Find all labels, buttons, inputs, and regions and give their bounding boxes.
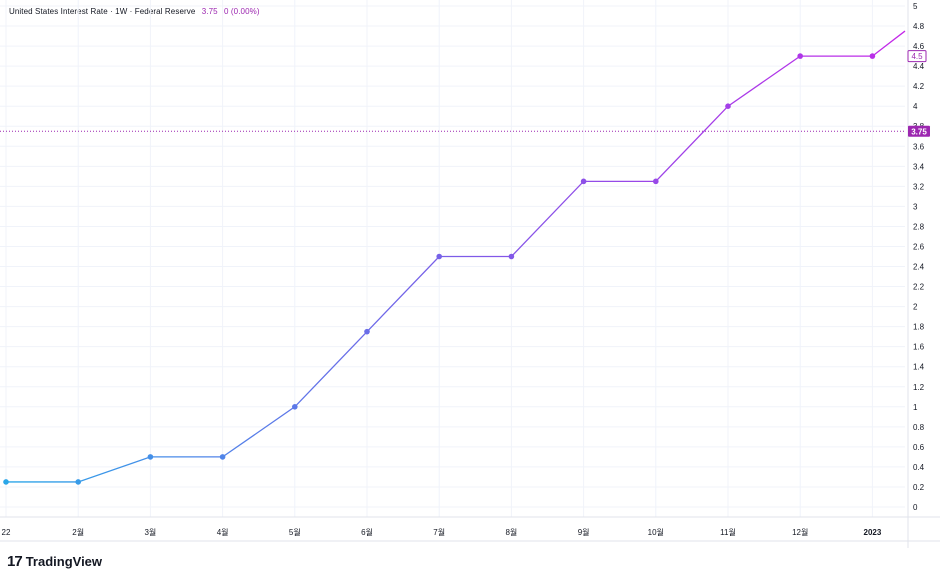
y-tick-label: 0.4: [913, 463, 925, 472]
y-tick-label: 3: [913, 202, 918, 211]
x-tick-label: 6월: [361, 527, 373, 537]
y-tick-label: 3.2: [913, 182, 925, 191]
y-tick-label: 4: [913, 102, 918, 111]
x-tick-label: 22: [2, 528, 11, 537]
y-tick-label: 4.6: [913, 42, 925, 51]
price-badge: [908, 125, 930, 137]
price-badge-label: 3.75: [911, 127, 927, 136]
y-tick-label: 2.8: [913, 222, 925, 231]
data-point: [797, 53, 803, 59]
last-point-badge: [907, 50, 927, 63]
tradingview-logo-text: TradingView: [25, 553, 103, 569]
data-point: [364, 328, 370, 335]
tradingview-logo-icon: 17: [7, 552, 23, 570]
data-point: [147, 454, 154, 460]
y-tick-label: 1: [913, 403, 918, 412]
x-tick-label: 7월: [433, 527, 445, 537]
last-point-label: 4.5: [911, 52, 923, 61]
change-value: 0 (0.00%): [224, 7, 260, 16]
x-tick-label: 11월: [720, 527, 736, 537]
y-tick-label: 2.2: [913, 283, 925, 292]
y-tick-label: 1.8: [913, 323, 925, 332]
data-point: [653, 178, 659, 185]
data-point: [869, 53, 876, 59]
y-tick-label: 4.8: [913, 22, 925, 31]
data-point: [580, 178, 587, 185]
y-tick-label: 0.8: [913, 423, 925, 432]
data-point: [3, 479, 9, 485]
y-tick-label: 0.6: [913, 443, 925, 452]
x-tick-label: 8월: [505, 527, 517, 537]
y-tick-label: 1.4: [913, 363, 925, 372]
x-tick-label: 2월: [72, 527, 84, 537]
data-point: [436, 253, 443, 260]
data-point: [508, 253, 515, 260]
data-point: [292, 404, 298, 410]
y-tick-label: 0: [913, 503, 918, 512]
y-tick-label: 3.6: [913, 142, 925, 151]
x-tick-label: 9월: [578, 527, 590, 537]
data-point: [219, 454, 226, 460]
x-tick-label: 10월: [648, 527, 664, 537]
y-tick-label: 0.2: [913, 483, 925, 492]
x-tick-label: 5월: [289, 527, 301, 537]
symbol-title: United States Interest Rate · 1W · Feder…: [9, 7, 196, 16]
y-tick-label: 2: [913, 303, 918, 312]
last-value: 3.75: [201, 7, 218, 16]
y-tick-label: 2.6: [913, 242, 925, 251]
y-tick-label: 4.2: [913, 82, 925, 91]
x-tick-label: 3월: [144, 527, 156, 537]
tradingview-logo[interactable]: 17 TradingView: [7, 552, 103, 570]
x-tick-label: 2023: [864, 528, 882, 537]
y-tick-label: 4.4: [913, 62, 925, 71]
y-tick-label: 1.6: [913, 343, 925, 352]
data-point: [725, 103, 731, 109]
y-tick-label: 1.2: [913, 383, 925, 392]
x-tick-label: 12월: [792, 527, 808, 537]
x-tick-label: 4월: [217, 527, 229, 537]
y-tick-label: 3.4: [913, 162, 925, 171]
series-line: [6, 30, 906, 483]
chart-header: United States Interest Rate · 1W · Feder…: [9, 7, 260, 16]
y-tick-label: 2.4: [913, 263, 925, 272]
data-point: [75, 479, 81, 485]
y-tick-label: 5: [913, 2, 918, 11]
